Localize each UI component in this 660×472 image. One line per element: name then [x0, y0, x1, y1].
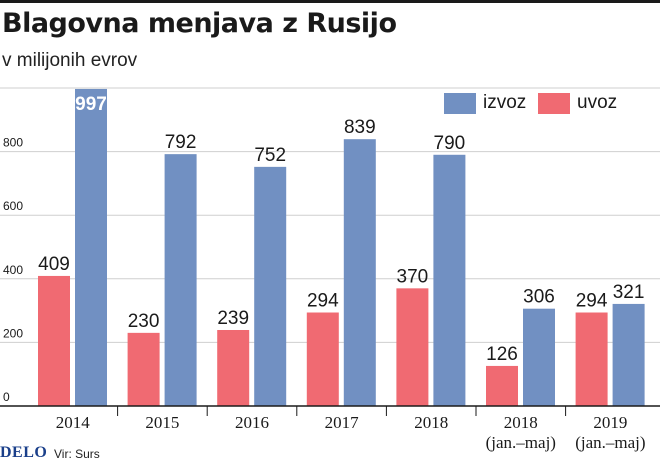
- legend-label-izvoz: izvoz: [483, 92, 527, 113]
- data-label-uvoz-1: 230: [128, 311, 160, 332]
- y-tick-label-600: 600: [3, 199, 23, 213]
- bar-izvoz-6: [612, 303, 645, 406]
- data-label-uvoz-3: 294: [307, 291, 339, 312]
- x-tick-label-2-0: 2016: [235, 413, 269, 432]
- data-label-izvoz-1: 792: [165, 132, 197, 153]
- data-label-uvoz-2: 239: [217, 308, 249, 329]
- top-rule: [0, 0, 660, 3]
- data-label-uvoz-0: 409: [38, 254, 70, 275]
- y-tick-label-400: 400: [3, 263, 23, 277]
- bar-izvoz-1: [164, 154, 197, 406]
- source-note: Vir: Surs: [54, 447, 100, 461]
- data-label-izvoz-2: 752: [254, 145, 286, 166]
- legend-swatch-izvoz: [444, 92, 476, 114]
- data-label-izvoz-3: 839: [344, 117, 376, 138]
- data-label-uvoz-4: 370: [397, 266, 429, 287]
- x-tick-label-5-1: (jan.–maj): [486, 433, 556, 452]
- bar-uvoz-3: [306, 312, 339, 406]
- legend-label-uvoz: uvoz: [577, 92, 618, 113]
- x-tick-label-1-0: 2015: [145, 413, 179, 432]
- brand-logo: DELO: [0, 444, 48, 461]
- chart-title: Blagovna menjava z Rusijo: [2, 8, 397, 39]
- data-label-uvoz-6: 294: [576, 291, 608, 312]
- bar-izvoz-0: [75, 88, 107, 406]
- bar-uvoz-5: [486, 365, 518, 406]
- data-label-izvoz-4: 790: [434, 133, 466, 154]
- y-tick-label-200: 200: [3, 326, 23, 340]
- bar-izvoz-2: [254, 166, 287, 406]
- x-tick-label-6-1: (jan.–maj): [575, 433, 645, 452]
- bar-uvoz-4: [396, 288, 429, 406]
- data-label-izvoz-6: 321: [613, 282, 645, 303]
- data-label-uvoz-5: 126: [486, 344, 518, 365]
- bar-uvoz-6: [575, 312, 608, 406]
- legend-item-izvoz: izvoz: [444, 92, 526, 114]
- legend-item-uvoz: uvoz: [538, 92, 617, 114]
- x-tick-label-0-0: 2014: [56, 413, 91, 432]
- y-tick-label-800: 800: [3, 136, 23, 150]
- bar-uvoz-2: [217, 329, 250, 406]
- bar-izvoz-5: [523, 308, 555, 406]
- y-tick-label-0: 0: [3, 390, 10, 404]
- bar-izvoz-4: [433, 154, 466, 406]
- x-tick-label-4-0: 2018: [414, 413, 448, 432]
- bar-izvoz-3: [343, 139, 376, 406]
- data-label-izvoz-0: 997: [75, 94, 107, 115]
- bar-uvoz-0: [38, 275, 70, 406]
- bar-uvoz-1: [127, 332, 160, 406]
- x-tick-label-5-0: 2018: [504, 413, 538, 432]
- x-tick-label-3-0: 2017: [325, 413, 360, 432]
- data-label-izvoz-5: 306: [523, 287, 555, 308]
- x-tick-label-6-0: 2019: [593, 413, 627, 432]
- legend-swatch-uvoz: [538, 92, 570, 114]
- chart-subtitle: v milijonih evrov: [2, 50, 138, 71]
